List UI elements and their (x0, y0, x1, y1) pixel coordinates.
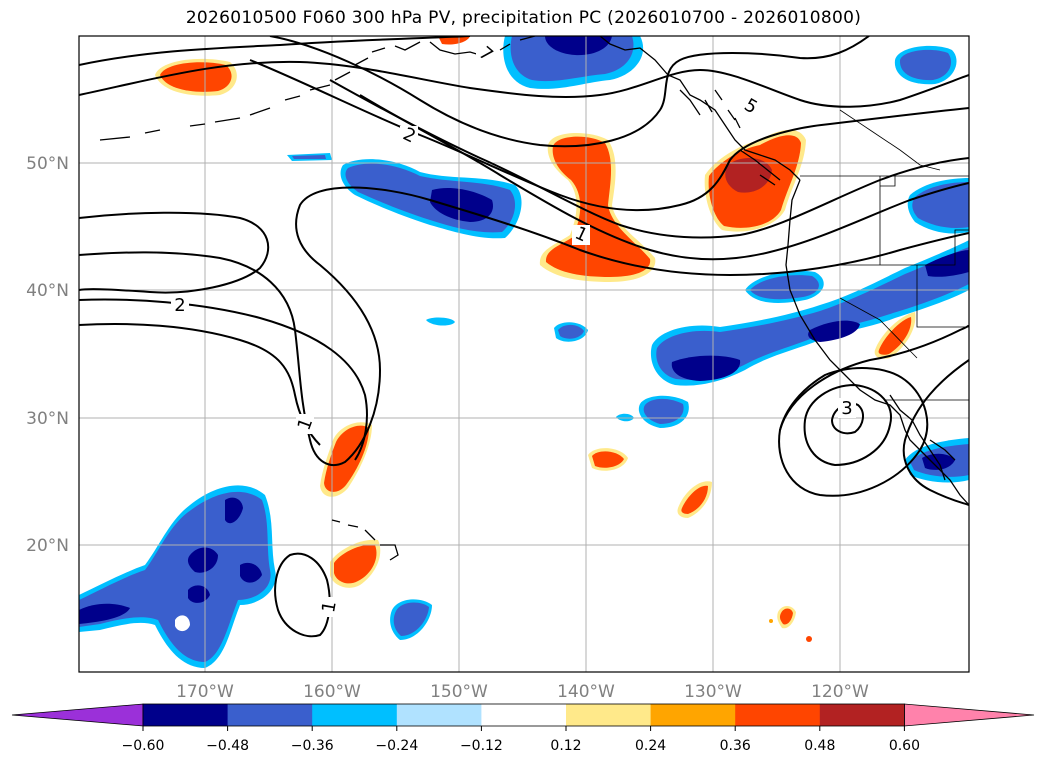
lat-label-40n: 40°N (26, 281, 69, 301)
negative-region (292, 155, 326, 159)
colorbar-tick-label: 0.24 (635, 738, 666, 754)
colorbar-extend-min (11, 703, 144, 727)
positive-region (878, 317, 912, 355)
colorbar-segment (819, 704, 905, 726)
positive-region (725, 158, 772, 193)
negative-region (912, 182, 969, 228)
positive-region (334, 544, 377, 584)
colorbar-extend-max (904, 703, 1035, 727)
colorbar-segment (735, 704, 821, 726)
negative-region (925, 250, 969, 277)
colorbar-tick-label: −0.12 (460, 738, 503, 754)
colorbar-tick-label: −0.36 (291, 738, 334, 754)
negative-region (558, 324, 584, 339)
longitude-axis: 170°W 160°W 150°W 140°W 130°W 120°W (176, 682, 869, 702)
colorbar-tick-label: 0.60 (889, 738, 920, 754)
negative-region (899, 49, 952, 81)
negative-region (808, 320, 860, 342)
pv-contours (79, 36, 969, 638)
map-frame (78, 35, 970, 673)
map-title: 2026010500 F060 300 hPa PV, precipitatio… (185, 8, 862, 28)
colorbar-tick-label: −0.24 (375, 738, 418, 754)
positive-region (438, 36, 470, 45)
colorbar-tick-label: 0.12 (550, 738, 581, 754)
colorbar-segment (312, 704, 398, 726)
lon-label-170w: 170°W (176, 682, 234, 702)
negative-region (79, 491, 271, 662)
negative-region (79, 603, 130, 624)
colorbar-segment (143, 704, 229, 726)
contour-label: 3 (841, 398, 852, 419)
lat-label-50n: 50°N (26, 154, 69, 174)
contour-label: 1 (318, 599, 341, 614)
lat-label-20n: 20°N (26, 536, 69, 556)
latitude-axis: 50°N 40°N 30°N 20°N (26, 154, 69, 556)
lon-label-140w: 140°W (557, 682, 615, 702)
gridlines (79, 36, 969, 672)
colorbar-segment (481, 704, 567, 726)
positive-region (806, 636, 812, 642)
positive-region (324, 425, 369, 492)
negative-region (393, 602, 429, 636)
political-borders (800, 109, 969, 401)
negative-region (225, 497, 243, 524)
negative-region (750, 275, 819, 300)
positive-region (592, 451, 624, 468)
colorbar-segment (227, 704, 313, 726)
contour-labels: 7 5 2 1 2 1 3 1 (171, 42, 856, 617)
colorbar-segment (650, 704, 736, 726)
colorbar-segment (396, 704, 482, 726)
colorbar-tick-label: −0.60 (122, 738, 165, 754)
lon-label-160w: 160°W (303, 682, 361, 702)
lat-label-30n: 30°N (26, 409, 69, 429)
positive-region (769, 619, 773, 623)
negative-anomaly-regions (79, 36, 969, 668)
negative-region-gap (175, 615, 190, 632)
colorbar-segment (566, 704, 652, 726)
colorbar: −0.60 −0.48 −0.36 −0.24 −0.12 0.12 0.24 0.36 0.4… (11, 703, 1035, 754)
positive-region (160, 62, 232, 92)
colorbar-tick-label: 0.48 (804, 738, 835, 754)
contour-label: 2 (174, 295, 185, 316)
positive-region (779, 608, 793, 625)
negative-region (187, 547, 218, 573)
negative-region (426, 317, 455, 326)
coastlines (99, 36, 969, 561)
lon-label-120w: 120°W (811, 682, 869, 702)
colorbar-tick-label: −0.48 (206, 738, 249, 754)
lon-label-130w: 130°W (684, 682, 742, 702)
colorbar-frame (142, 703, 905, 727)
negative-region (656, 247, 969, 380)
negative-region (240, 562, 262, 583)
negative-region (671, 355, 741, 381)
positive-region (681, 485, 708, 514)
negative-region (545, 36, 612, 56)
colorbar-tick-label: 0.36 (720, 738, 751, 754)
lon-label-150w: 150°W (430, 682, 488, 702)
